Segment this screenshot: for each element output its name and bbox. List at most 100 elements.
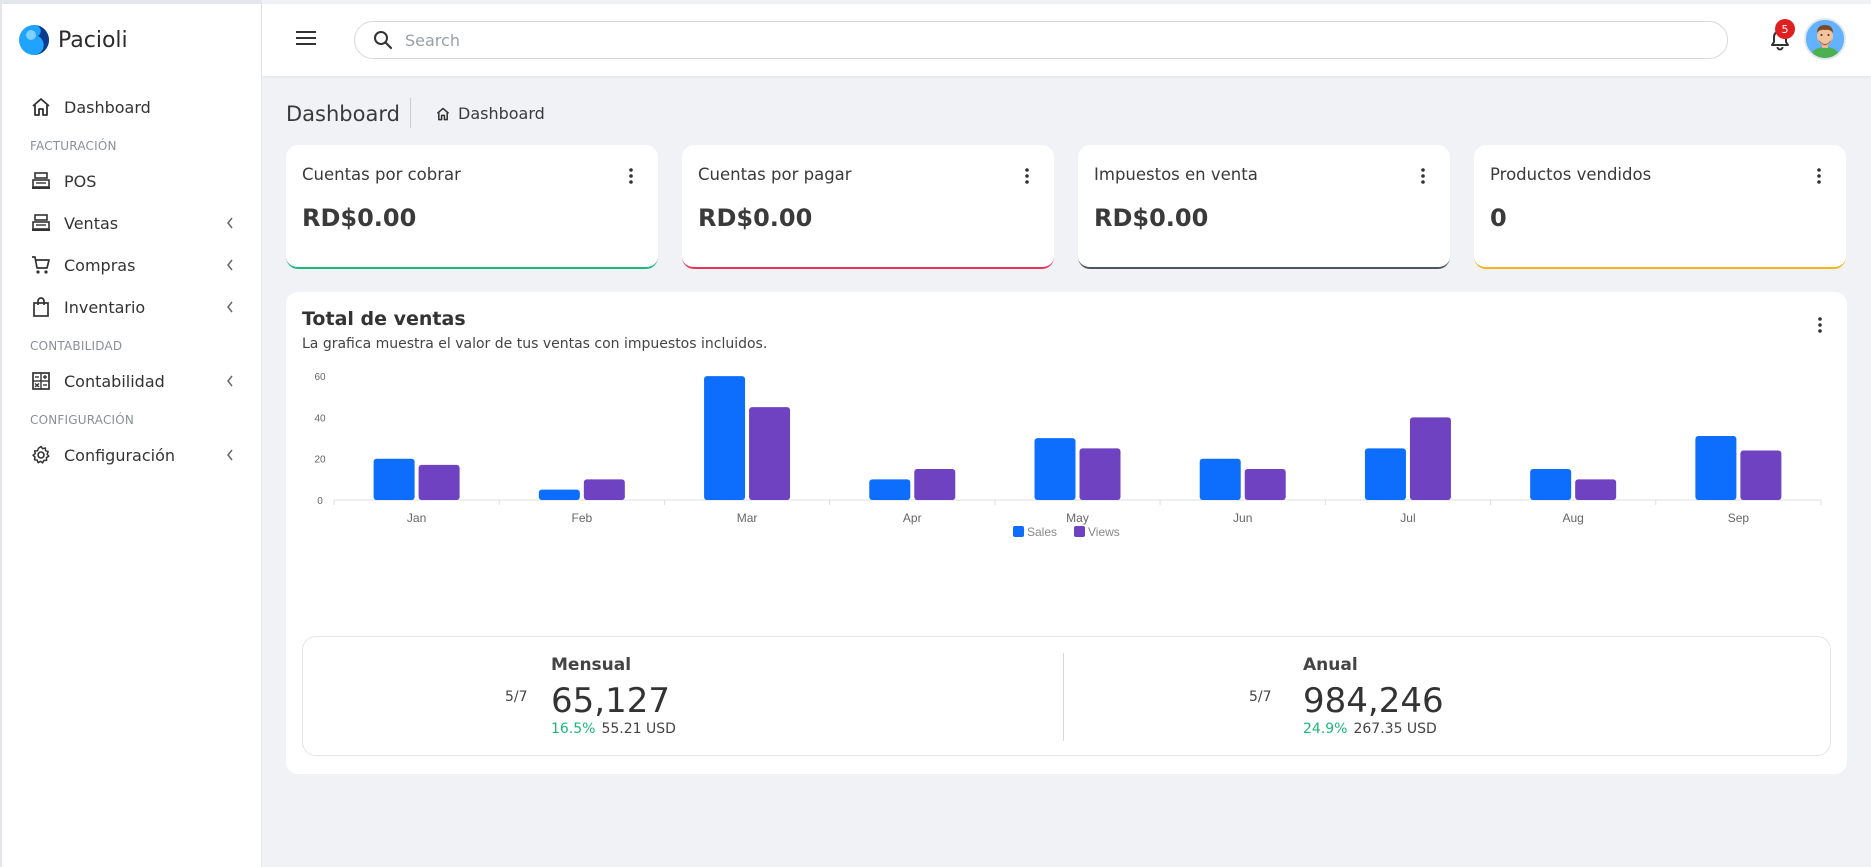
stat-label: Anual xyxy=(1303,655,1358,675)
stat-usd: 267.35 USD xyxy=(1353,721,1437,737)
y-tick-label: 60 xyxy=(314,372,326,383)
sidebar-item-pos[interactable]: POS xyxy=(2,160,261,202)
kebab-menu-icon[interactable] xyxy=(1817,316,1823,334)
home-icon xyxy=(30,96,52,118)
sidebar-nav: Dashboard FACTURACIÓN POS Ventas Compras xyxy=(2,76,261,476)
kpi-card-cuentas-por-pagar: Cuentas por pagar RD$0.00 xyxy=(682,145,1054,269)
sidebar-item-label: Contabilidad xyxy=(64,371,165,391)
kpi-title: Cuentas por pagar xyxy=(698,165,852,184)
sales-stats-box: 5/7 Mensual 65,127 16.5% 55.21 USD 5/7 An… xyxy=(302,636,1831,756)
chevron-left-icon xyxy=(227,375,233,387)
stat-footer: 24.9% 267.35 USD xyxy=(1303,721,1437,737)
stat-fraction: 5/7 xyxy=(505,689,528,705)
x-tick-label: Sep xyxy=(1728,511,1750,525)
pacioli-logo-icon xyxy=(19,24,49,55)
kebab-menu-icon[interactable] xyxy=(1420,167,1426,185)
chevron-left-icon xyxy=(227,217,233,229)
sidebar-item-dashboard[interactable]: Dashboard xyxy=(2,86,261,128)
sidebar-section-configuracion: CONFIGURACIÓN xyxy=(30,413,135,427)
bar-views-jun xyxy=(1244,469,1286,500)
bar-sales-feb xyxy=(538,489,580,500)
bar-sales-mar xyxy=(704,376,746,500)
kpi-value: RD$0.00 xyxy=(302,204,417,232)
hamburger-menu-icon[interactable] xyxy=(296,30,316,46)
search-icon xyxy=(374,31,393,50)
kebab-menu-icon[interactable] xyxy=(1024,167,1030,185)
x-tick-label: Jun xyxy=(1233,511,1252,525)
stat-usd: 55.21 USD xyxy=(601,721,676,737)
brand-name: Pacioli xyxy=(58,27,128,53)
bar-sales-jan xyxy=(373,458,415,500)
x-tick-label: Feb xyxy=(571,511,592,525)
brand[interactable]: Pacioli xyxy=(2,4,261,76)
x-tick-label: Jul xyxy=(1400,511,1415,525)
sales-chart-card: Total de ventas La grafica muestra el va… xyxy=(286,292,1847,774)
bar-sales-aug xyxy=(1530,469,1572,500)
x-tick-label: Apr xyxy=(903,511,922,525)
stat-percentage: 16.5% xyxy=(551,721,596,737)
page-title: Dashboard xyxy=(286,102,400,126)
stat-label: Mensual xyxy=(551,655,632,675)
stat-percentage: 24.9% xyxy=(1303,721,1348,737)
bar-views-apr xyxy=(914,469,956,500)
breadcrumb[interactable]: Dashboard xyxy=(436,104,545,123)
kebab-menu-icon[interactable] xyxy=(1816,167,1822,185)
bar-views-sep xyxy=(1740,450,1782,500)
kpi-card-cuentas-por-cobrar: Cuentas por cobrar RD$0.00 xyxy=(286,145,658,269)
x-tick-label: Aug xyxy=(1562,511,1583,525)
cart-icon xyxy=(30,254,52,276)
search-bar xyxy=(354,21,1728,59)
kpi-value: 0 xyxy=(1490,204,1507,232)
breadcrumb-label: Dashboard xyxy=(458,104,545,123)
kebab-menu-icon[interactable] xyxy=(628,167,634,185)
sidebar-item-label: Dashboard xyxy=(64,97,151,117)
bar-sales-apr xyxy=(869,479,911,500)
legend-swatch-sales xyxy=(1013,526,1024,537)
sidebar-item-label: POS xyxy=(64,171,97,191)
bar-views-aug xyxy=(1575,479,1617,500)
sidebar-item-ventas[interactable]: Ventas xyxy=(2,202,261,244)
bar-views-jan xyxy=(418,464,460,500)
gear-icon xyxy=(30,444,52,466)
kpi-title: Productos vendidos xyxy=(1490,165,1652,184)
kpi-value: RD$0.00 xyxy=(1094,204,1209,232)
x-tick-label: Mar xyxy=(737,511,758,525)
legend-swatch-views xyxy=(1074,526,1085,537)
sidebar-item-configuracion[interactable]: Configuración xyxy=(2,434,261,476)
sidebar-item-compras[interactable]: Compras xyxy=(2,244,261,286)
calculator-icon xyxy=(30,370,52,392)
stat-monthly: 5/7 Mensual 65,127 16.5% 55.21 USD xyxy=(303,637,1063,757)
bar-views-jul xyxy=(1409,417,1451,500)
chart-card-subtitle: La grafica muestra el valor de tus venta… xyxy=(302,336,768,352)
sidebar-item-label: Compras xyxy=(64,255,136,275)
topbar: 5 xyxy=(262,4,1871,76)
search-input[interactable] xyxy=(405,30,1605,50)
sidebar-item-contabilidad[interactable]: Contabilidad xyxy=(2,360,261,402)
stat-annual: 5/7 Anual 984,246 24.9% 267.35 USD xyxy=(1064,637,1832,757)
stat-value: 65,127 xyxy=(551,681,670,721)
sidebar-item-inventario[interactable]: Inventario xyxy=(2,286,261,328)
stat-footer: 16.5% 55.21 USD xyxy=(551,721,676,737)
kpi-value: RD$0.00 xyxy=(698,204,813,232)
sidebar-item-label: Ventas xyxy=(64,213,119,233)
legend-label-sales: Sales xyxy=(1027,525,1057,539)
sidebar-section-facturacion: FACTURACIÓN xyxy=(30,139,117,153)
bar-views-feb xyxy=(583,479,625,500)
y-tick-label: 40 xyxy=(314,413,326,424)
avatar[interactable] xyxy=(1804,18,1846,60)
sidebar-item-label: Configuración xyxy=(64,445,176,465)
x-tick-label: May xyxy=(1066,511,1089,525)
notification-badge: 5 xyxy=(1775,19,1795,39)
kpi-title: Impuestos en venta xyxy=(1094,165,1258,184)
bar-views-mar xyxy=(749,407,791,500)
kpi-title: Cuentas por cobrar xyxy=(302,165,461,184)
cash-register-icon xyxy=(30,170,52,192)
chart-card-title: Total de ventas xyxy=(302,308,466,330)
kpi-card-productos-vendidos: Productos vendidos 0 xyxy=(1474,145,1846,269)
y-tick-label: 0 xyxy=(317,496,323,507)
sidebar-item-label: Inventario xyxy=(64,297,146,317)
legend-label-views: Views xyxy=(1088,525,1120,539)
bar-sales-sep xyxy=(1695,436,1737,500)
sidebar-section-contabilidad: CONTABILIDAD xyxy=(30,339,123,353)
bar-views-may xyxy=(1079,448,1121,500)
